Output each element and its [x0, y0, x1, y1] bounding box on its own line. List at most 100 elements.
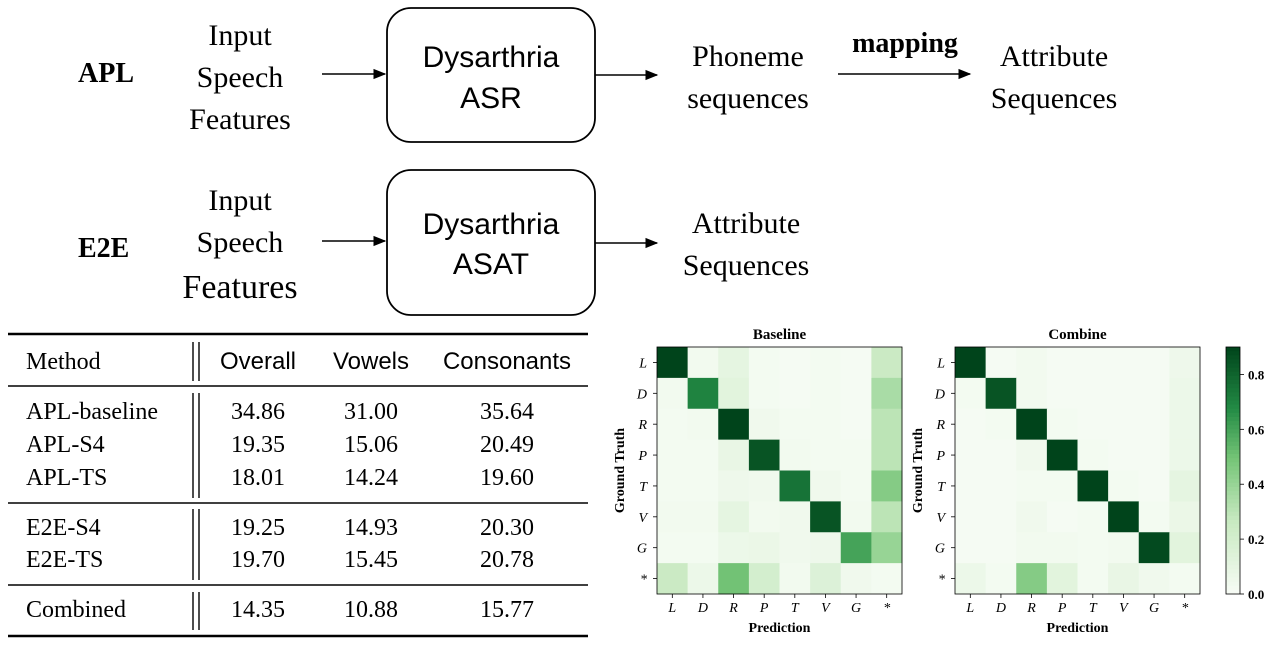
heatmap-cell: [1169, 470, 1201, 502]
colorbar-frame: [1225, 346, 1241, 595]
colorbar-segment: [1226, 396, 1240, 402]
colorbar-segment: [1226, 507, 1240, 513]
heatmap-cell: [748, 563, 780, 595]
colorbar-segment: [1226, 474, 1240, 480]
e2e-input-line-1: Input: [208, 184, 272, 217]
colorbar-segment: [1226, 466, 1240, 471]
colorbar-segment: [1226, 408, 1240, 414]
colorbar-segment: [1226, 462, 1240, 467]
y-tick-label: V: [638, 511, 648, 526]
x-tick-label: V: [1119, 601, 1129, 616]
heatmap-cell: [1016, 532, 1048, 564]
heatmap-title: Combine: [1048, 327, 1107, 343]
heatmap-cell: [748, 439, 780, 471]
heatmap-cell: [687, 470, 719, 502]
colorbar-segment: [1226, 528, 1240, 533]
colorbar-segment: [1226, 458, 1240, 463]
colorbar-segment: [1226, 552, 1240, 558]
y-axis-label: Ground Truth: [911, 428, 926, 513]
heatmap-cell: [955, 532, 987, 564]
mapping-label: mapping: [852, 28, 958, 59]
table-cell-consonants: 20.78: [480, 547, 534, 573]
colorbar-segment: [1226, 495, 1240, 500]
colorbar-segment: [1226, 445, 1240, 451]
heatmap-cell: [657, 347, 689, 379]
table-cell-method: E2E-S4: [26, 515, 101, 541]
colorbar-segment: [1226, 573, 1240, 579]
table-header-method: Method: [26, 349, 101, 375]
table-cell-vowels: 31.00: [344, 399, 398, 425]
colorbar-segment: [1226, 437, 1240, 443]
apl-box-line-2: ASR: [460, 82, 522, 115]
heatmap-cell: [1077, 532, 1109, 564]
heatmap-cell: [955, 439, 987, 471]
heatmap-cell: [718, 408, 750, 441]
heatmap-cell: [1108, 501, 1140, 533]
y-tick-label: T: [937, 480, 946, 495]
heatmap-cell: [779, 470, 811, 502]
e2e-box-line-2: ASAT: [453, 248, 529, 281]
heatmap-cell: [985, 377, 1017, 410]
heatmap-cell: [1046, 470, 1078, 502]
colorbar-segment: [1226, 499, 1240, 504]
apl-input-line-3: Features: [189, 103, 291, 136]
x-tick-label: T: [791, 601, 800, 616]
colorbar-segment: [1226, 515, 1240, 521]
colorbar-segment: [1226, 347, 1240, 352]
table-cell-vowels: 14.93: [344, 515, 398, 541]
colorbar-segment: [1226, 416, 1240, 422]
heatmap-cell: [748, 532, 780, 564]
heatmap-cell: [1077, 501, 1109, 533]
table-cell-overall: 19.70: [231, 547, 285, 573]
heatmap-cell: [687, 532, 719, 564]
heatmap-cell: [1046, 377, 1078, 410]
e2e-output-line-1: Attribute: [692, 207, 800, 240]
colorbar-segment: [1226, 511, 1240, 517]
colorbar-segment: [1226, 425, 1240, 430]
table-cell-vowels: 15.06: [344, 432, 398, 458]
heatmap-cell: [810, 347, 842, 379]
colorbar-segment: [1226, 486, 1240, 492]
heatmap-cell: [1077, 439, 1109, 471]
heatmap-cell: [779, 563, 811, 595]
table-cell-method: APL-TS: [26, 465, 107, 491]
apl-output-line-1: Phoneme: [692, 40, 804, 73]
heatmap-cell: [955, 563, 987, 595]
heatmap-cell: [1077, 347, 1109, 379]
apl-input-text: Input Speech Features: [189, 19, 291, 136]
colorbar-segment: [1226, 532, 1240, 537]
colorbar-segment: [1226, 569, 1240, 574]
y-tick-label: P: [637, 449, 647, 464]
apl-output-text: Phoneme sequences: [687, 40, 809, 115]
heatmap-cell: [1077, 470, 1109, 502]
table-cell-vowels: 15.45: [344, 547, 398, 573]
heatmap-cell: [985, 347, 1017, 379]
table-row: E2E-TS 19.70 15.45 20.78: [26, 547, 534, 573]
heatmap-cell: [810, 439, 842, 471]
heatmap-cell: [840, 501, 872, 533]
y-tick-label: G: [935, 542, 945, 557]
heatmap-cell: [657, 377, 689, 410]
heatmap-cell: [1046, 501, 1078, 533]
heatmap-cell: [840, 377, 872, 410]
colorbar-segment: [1226, 421, 1240, 426]
apl-label: APL: [78, 58, 134, 89]
table-header-consonants: Consonants: [443, 348, 571, 375]
x-tick-label: *: [883, 601, 890, 616]
y-tick-label: L: [936, 356, 945, 371]
x-tick-label: D: [697, 601, 708, 616]
heatmap-cell: [718, 439, 750, 471]
colorbar-segment: [1226, 404, 1240, 410]
heatmap-cell: [871, 347, 903, 379]
y-tick-label: *: [640, 573, 647, 588]
table-header-overall: Overall: [220, 348, 296, 375]
colorbar-segment: [1226, 548, 1240, 554]
heatmap-cell: [718, 377, 750, 410]
heatmap-cell: [779, 408, 811, 441]
heatmap-cell: [840, 347, 872, 379]
heatmap-cell: [840, 470, 872, 502]
heatmap-cell: [657, 470, 689, 502]
table-cell-method: APL-baseline: [26, 399, 158, 425]
heatmap-cell: [657, 439, 689, 471]
